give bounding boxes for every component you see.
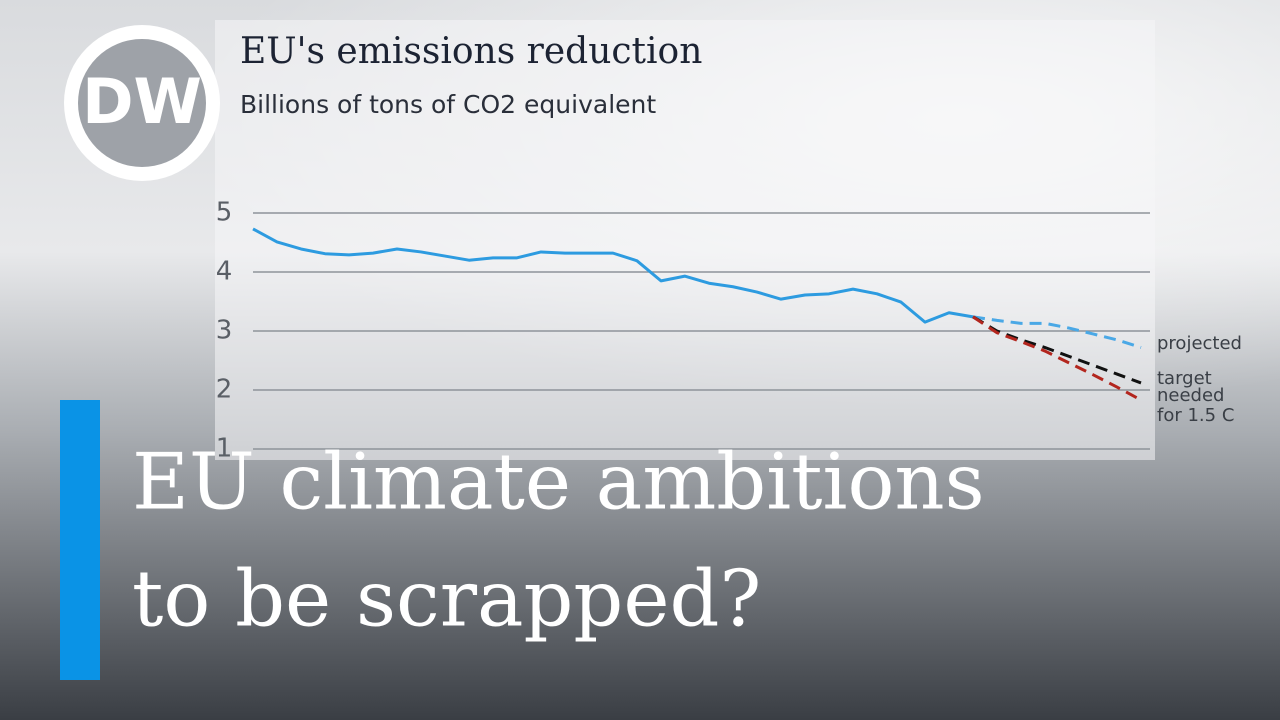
data-line: [972, 315, 1142, 402]
y-tick-label: 2: [216, 375, 233, 405]
logo: DW: [64, 25, 220, 181]
series-label-text: target: [1157, 368, 1212, 389]
chart-title: EU's emissions reduction: [240, 31, 702, 72]
data-line: [972, 315, 1142, 349]
series-label-text: projected: [1157, 333, 1242, 354]
headline-line: to be scrapped?: [132, 555, 761, 645]
y-tick-label: 4: [216, 257, 233, 287]
logo-inner: [78, 39, 206, 167]
chart-subtitle: Billions of tons of CO2 equivalent: [240, 90, 656, 119]
series-label: projected: [1157, 333, 1242, 354]
series-label: target: [1157, 368, 1212, 389]
data-line: [252, 227, 974, 324]
accent-bar: [60, 400, 100, 680]
y-tick-label: 3: [216, 316, 233, 346]
y-tick-label: 5: [216, 198, 233, 228]
y-tick-label: 1: [216, 434, 233, 464]
series-label: needed for 1.5 C: [1157, 386, 1235, 427]
chart-panel: [215, 20, 1155, 460]
series-label-text: needed for 1.5 C: [1157, 386, 1235, 427]
headline-line: EU climate ambitions: [132, 438, 985, 528]
logo-text: DW: [82, 65, 202, 138]
